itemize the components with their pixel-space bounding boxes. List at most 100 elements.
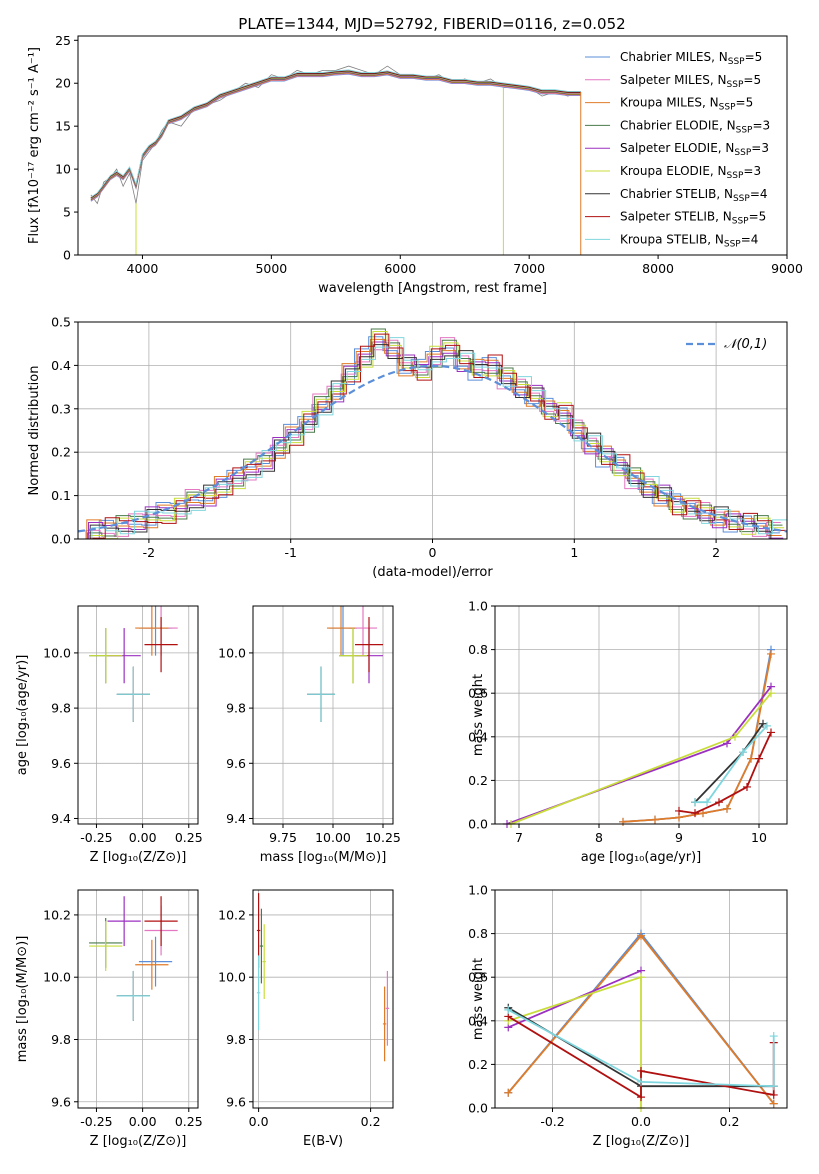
x-tick-label: 9000	[771, 261, 803, 276]
y-tick-label: 0	[63, 248, 71, 263]
y-tick-label: 9.6	[226, 756, 246, 771]
y-tick-label: 0.8	[468, 926, 488, 941]
y-tick-label: 9.8	[226, 701, 246, 716]
legend-label: Salpeter STELIB, NSSP=5	[620, 210, 766, 227]
y-tick-label: 10.0	[218, 970, 246, 985]
legend-label: Kroupa STELIB, NSSP=4	[620, 232, 758, 249]
y-tick-label: 9.6	[226, 1094, 246, 1109]
y-tick-label: 10	[55, 162, 71, 177]
mass-weight-marker	[763, 721, 771, 730]
residual-histogram	[88, 331, 785, 540]
residual-histogram	[90, 333, 786, 539]
y-tick-label: 0.6	[468, 686, 488, 701]
mass-weight-marker	[743, 782, 751, 791]
residual-histogram	[85, 337, 781, 539]
y-tick-label: 0.3	[51, 401, 71, 416]
mass-weight-line	[622, 653, 772, 823]
y-tick-label: 10.0	[218, 645, 246, 660]
y-tick-label: 0.2	[51, 445, 71, 460]
massweight-vs-Z-frame	[494, 889, 788, 1109]
y-tick-label: 1.0	[468, 883, 488, 898]
gaussian-legend-label: 𝒩(0,1)	[724, 337, 767, 352]
x-axis-label: (data-model)/error	[372, 565, 493, 580]
y-tick-label: 0.0	[468, 1101, 488, 1116]
model-spectrum-line	[90, 72, 581, 201]
residual-histogram	[87, 341, 784, 539]
age-vs-mass-frame	[252, 605, 394, 825]
y-tick-label: 10.2	[43, 907, 71, 922]
x-tick-label: 9.75	[269, 830, 297, 845]
mass-vs-ebv-frame	[252, 889, 394, 1109]
mass-weight-marker	[767, 689, 775, 698]
y-tick-label: 9.8	[226, 1032, 246, 1047]
mass-weight-line	[506, 686, 772, 825]
x-tick-label: 1	[570, 545, 578, 560]
y-axis-label: Normed distribution	[27, 366, 42, 496]
x-tick-label: -1	[284, 545, 296, 560]
mass-weight-marker	[637, 931, 645, 940]
mass-weight-line	[695, 725, 768, 804]
x-axis-label: E(B-V)	[303, 1134, 343, 1149]
x-tick-label: 7	[515, 830, 523, 845]
x-tick-label: 0.0	[631, 1114, 651, 1129]
model-spectrum-line	[90, 73, 581, 202]
mass-weight-marker	[755, 754, 763, 763]
residual-histogram	[89, 344, 786, 540]
y-tick-label: 20	[55, 76, 71, 91]
y-tick-label: 0.0	[468, 817, 488, 832]
legend-label: Chabrier ELODIE, NSSP=3	[620, 118, 770, 135]
y-tick-label: 0.5	[51, 315, 71, 330]
y-tick-label: 9.6	[51, 756, 71, 771]
y-tick-label: 9.6	[51, 1094, 71, 1109]
y-tick-label: 0.0	[51, 532, 71, 547]
y-axis-label: mass weight	[471, 674, 486, 756]
mass-weight-line	[694, 723, 764, 803]
y-tick-label: 5	[63, 205, 71, 220]
x-tick-label: -0.25	[80, 1114, 112, 1129]
legend-label: Salpeter ELODIE, NSSP=3	[620, 141, 769, 158]
y-tick-label: 9.4	[51, 811, 71, 826]
residual-histogram	[86, 338, 782, 539]
y-tick-label: 10.0	[43, 645, 71, 660]
mass-weight-marker	[747, 754, 755, 763]
x-tick-label: 7000	[513, 261, 545, 276]
x-tick-label: 0.25	[175, 1114, 203, 1129]
x-tick-label: 6000	[384, 261, 416, 276]
y-tick-label: 0.6	[468, 970, 488, 985]
x-tick-label: 2	[712, 545, 720, 560]
x-tick-label: 10.25	[365, 830, 401, 845]
mass-weight-marker	[637, 1077, 645, 1086]
y-tick-label: 10.0	[43, 970, 71, 985]
legend-label: Chabrier MILES, NSSP=5	[620, 50, 762, 67]
mass-weight-marker	[767, 728, 775, 737]
x-tick-label: 0.2	[720, 1114, 740, 1129]
x-tick-label: 0.2	[361, 1114, 381, 1129]
massweight-vs-age-frame	[494, 605, 788, 825]
x-tick-label: 0.0	[249, 1114, 269, 1129]
legend-label: Kroupa MILES, NSSP=5	[620, 96, 753, 113]
mass-weight-marker	[691, 809, 699, 818]
x-tick-label: 10	[751, 830, 767, 845]
mass-weight-line	[510, 692, 772, 825]
x-tick-label: -0.2	[540, 1114, 564, 1129]
mass-weight-marker	[504, 1005, 513, 1014]
mass-weight-marker	[637, 973, 645, 982]
mass-weight-line	[507, 975, 642, 1108]
mass-weight-marker	[675, 806, 683, 815]
mass-weight-marker	[731, 732, 739, 741]
mass-weight-marker	[703, 798, 711, 807]
y-axis-label: mass weight	[471, 958, 486, 1040]
mass-weight-marker	[619, 817, 627, 826]
x-axis-label: age [log₁₀(age/yr)]	[581, 850, 702, 865]
x-axis-label: Z [log₁₀(Z/Z⊙)]	[90, 850, 187, 865]
residuals-frame	[77, 321, 788, 540]
x-tick-label: -0.25	[80, 830, 112, 845]
model-spectrum-line	[90, 71, 581, 200]
observed-spectrum-line	[90, 65, 581, 205]
mass-weight-line	[507, 1009, 775, 1088]
x-tick-label: 9	[675, 830, 683, 845]
model-spectrum-line	[90, 70, 581, 199]
x-axis-label: mass [log₁₀(M/M⊙)]	[260, 850, 387, 865]
x-tick-label: 0	[429, 545, 437, 560]
